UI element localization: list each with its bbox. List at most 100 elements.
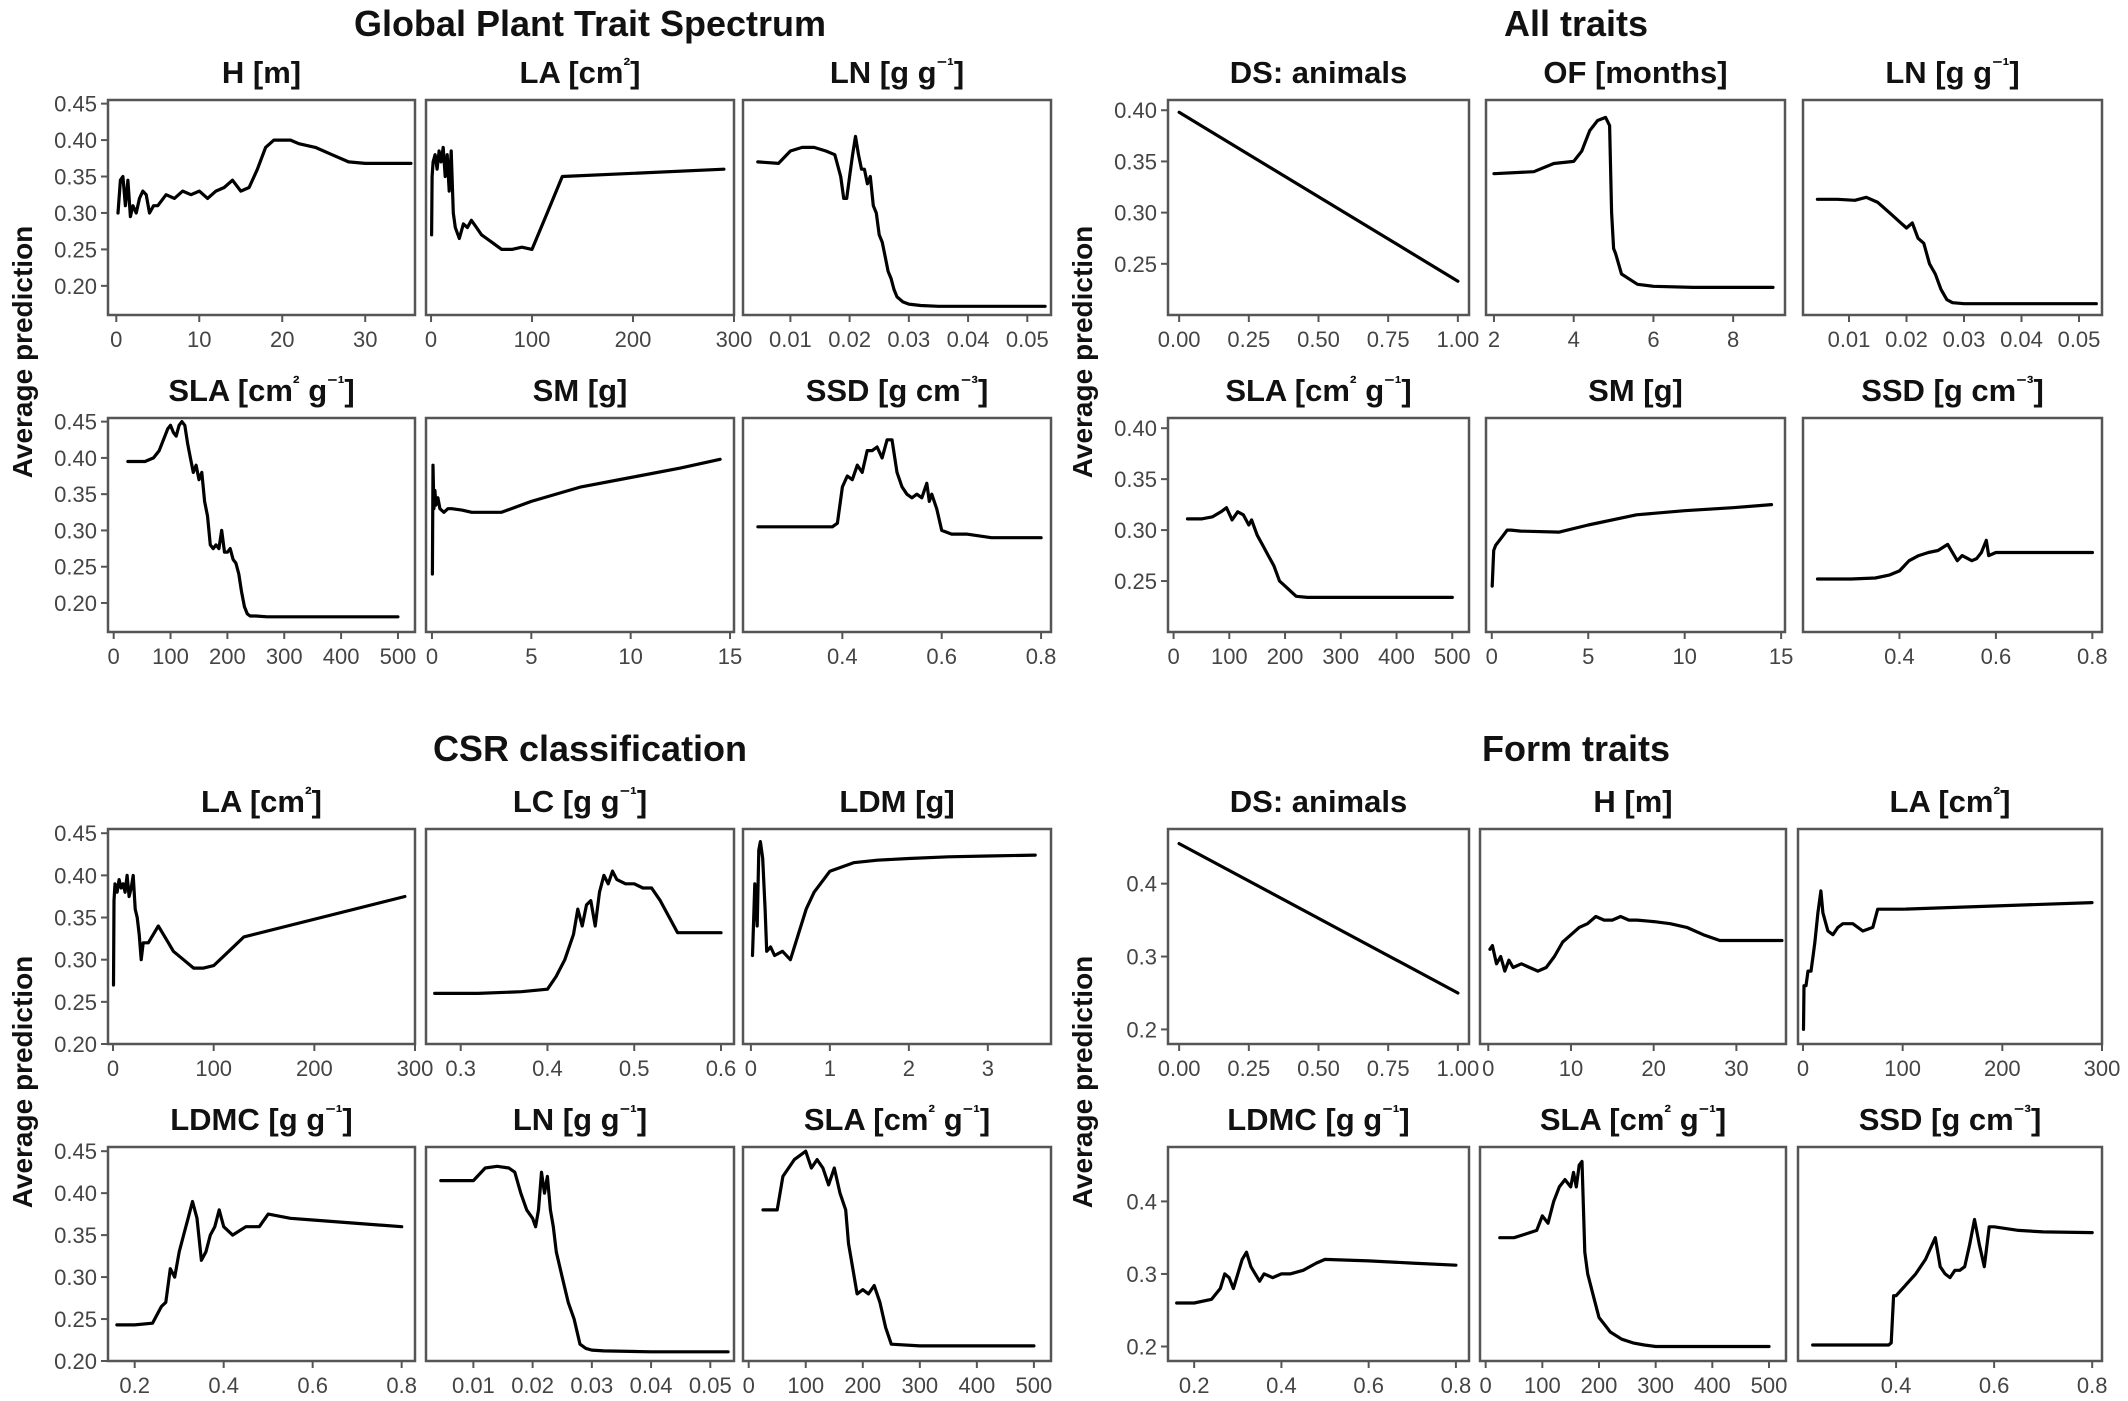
y-tick-label: 0.35	[54, 1223, 97, 1248]
x-tick-label: 0.03	[887, 327, 930, 352]
x-tick-label: 300	[397, 1056, 434, 1081]
x-tick-label: 1.00	[1436, 327, 1479, 352]
panel-title: LC [g g⁻¹]	[513, 784, 647, 819]
y-tick-label: 0.30	[1114, 518, 1157, 543]
x-tick-label: 500	[1016, 1373, 1053, 1398]
x-tick-label: 30	[1724, 1056, 1748, 1081]
x-tick-label: 0.6	[926, 644, 957, 669]
panel-title: LA [cm²]	[520, 55, 641, 90]
x-tick-label: 100	[1524, 1373, 1561, 1398]
panel-frame	[424, 1145, 736, 1363]
x-tick-label: 0.4	[208, 1373, 239, 1398]
x-tick-label: 0.4	[1881, 1373, 1912, 1398]
panel-title: SSD [g cm⁻³]	[806, 373, 989, 408]
panel-global-plant-trait-spectrum-la-cm: LA [cm²] 0 100 200 300	[424, 55, 753, 352]
x-tick-label: 200	[209, 644, 246, 669]
x-tick-label: 15	[1769, 644, 1793, 669]
x-tick-label: 0.6	[1981, 644, 2012, 669]
x-tick-label: 0.75	[1367, 1056, 1410, 1081]
panel-title: SLA [cm² g⁻¹]	[168, 373, 354, 408]
x-tick-label: 30	[353, 327, 377, 352]
partial-dependence-line	[115, 1199, 404, 1327]
panel-frame	[1166, 416, 1471, 634]
panel-title: LDM [g]	[839, 784, 954, 819]
panel-title: DS: animals	[1230, 55, 1407, 90]
x-tick-label: 300	[1637, 1373, 1674, 1398]
x-tick-label: 0.6	[297, 1373, 328, 1398]
y-tick-label: 0.45	[54, 92, 97, 117]
x-tick-label: 200	[296, 1056, 333, 1081]
x-tick-label: 100	[1211, 644, 1248, 669]
panel-csr-classification-la-cm: LA [cm²] 0.20 0.25 0.30 0.35 0.40 0.45 0 100 200 3…	[54, 784, 433, 1081]
panel-form-traits-h-m: H [m] 0 10 20 30	[1478, 784, 1788, 1081]
partial-dependence-line	[116, 138, 413, 219]
x-tick-label: 10	[618, 644, 642, 669]
group-title-csr-classification: CSR classification	[433, 728, 747, 769]
partial-dependence-line	[1801, 889, 2094, 1032]
partial-dependence-line	[1488, 914, 1784, 973]
partial-dependence-line	[1815, 538, 2094, 581]
x-tick-label: 5	[525, 644, 537, 669]
partial-dependence-line	[1811, 1217, 2094, 1347]
y-axis-title-gpts: Average prediction	[7, 226, 38, 479]
panel-frame	[106, 416, 417, 634]
partial-dependence-line	[1492, 115, 1775, 289]
x-tick-label: 100	[1884, 1056, 1921, 1081]
partial-dependence-line	[1815, 195, 2098, 306]
x-tick-label: 0.02	[511, 1373, 554, 1398]
panel-frame	[424, 416, 736, 634]
x-tick-label: 0	[426, 644, 438, 669]
x-tick-label: 15	[718, 644, 742, 669]
panel-title: H [m]	[1593, 784, 1672, 819]
y-tick-label: 0.25	[54, 990, 97, 1015]
panel-frame	[1801, 98, 2104, 317]
panel-global-plant-trait-spectrum-ssd-g-cm: SSD [g cm⁻³] 0.4 0.6 0.8	[741, 373, 1056, 669]
x-tick-label: 0.8	[1441, 1373, 1472, 1398]
y-tick-label: 0.2	[1126, 1017, 1157, 1042]
panel-frame	[424, 827, 736, 1046]
y-tick-label: 0.30	[54, 948, 97, 973]
y-tick-label: 0.45	[54, 1139, 97, 1164]
panel-title: LN [g g⁻¹]	[1885, 55, 2019, 90]
partial-dependence-line	[761, 1149, 1036, 1348]
y-tick-label: 0.30	[54, 201, 97, 226]
panel-csr-classification-ln-g-g: LN [g g⁻¹] 0.01 0.02 0.03 0.04 0.05	[424, 1102, 736, 1398]
x-tick-label: 2	[903, 1056, 915, 1081]
y-tick-label: 0.20	[54, 1349, 97, 1374]
x-tick-label: 0.02	[828, 327, 871, 352]
x-tick-label: 0.03	[1943, 327, 1986, 352]
group-title-form-traits: Form traits	[1482, 728, 1670, 769]
panel-csr-classification-sla-cm-g: SLA [cm² g⁻¹] 0 100 200 300 400 500	[741, 1102, 1053, 1398]
panel-title: LA [cm²]	[1890, 784, 2011, 819]
partial-dependence-line	[1177, 110, 1460, 283]
y-tick-label: 0.40	[54, 446, 97, 471]
x-tick-label: 200	[615, 327, 652, 352]
panel-frame	[424, 98, 736, 317]
panel-all-traits-sla-cm-g: SLA [cm² g⁻¹] 0.25 0.30 0.35 0.40 0 100 200 300 4…	[1114, 373, 1470, 669]
y-axis-title-all-traits: Average prediction	[1067, 226, 1098, 479]
panel-frame	[1796, 1145, 2104, 1363]
panel-all-traits-ssd-g-cm: SSD [g cm⁻³] 0.4 0.6 0.8	[1801, 373, 2108, 669]
x-tick-label: 0	[1482, 1056, 1494, 1081]
x-tick-label: 200	[1267, 644, 1304, 669]
panel-title: SM [g]	[1588, 373, 1683, 408]
x-tick-label: 0	[1480, 1373, 1492, 1398]
panel-title: LN [g g⁻¹]	[830, 55, 964, 90]
x-tick-label: 300	[901, 1373, 938, 1398]
x-tick-label: 0.01	[1828, 327, 1871, 352]
y-axis-title-csr: Average prediction	[7, 956, 38, 1209]
x-tick-label: 0.25	[1227, 327, 1270, 352]
x-tick-label: 0	[1167, 644, 1179, 669]
y-tick-label: 0.35	[1114, 467, 1157, 492]
x-tick-label: 0.4	[1884, 644, 1915, 669]
panel-title: H [m]	[222, 55, 301, 90]
panel-title: LA [cm²]	[201, 784, 322, 819]
y-tick-label: 0.20	[54, 274, 97, 299]
panel-frame	[741, 98, 1053, 317]
x-tick-label: 300	[716, 327, 753, 352]
x-tick-label: 0.8	[2077, 1373, 2108, 1398]
x-tick-label: 0.6	[706, 1056, 737, 1081]
partial-dependence-line	[439, 1164, 730, 1354]
x-tick-label: 100	[787, 1373, 824, 1398]
panel-frame	[741, 1145, 1053, 1363]
